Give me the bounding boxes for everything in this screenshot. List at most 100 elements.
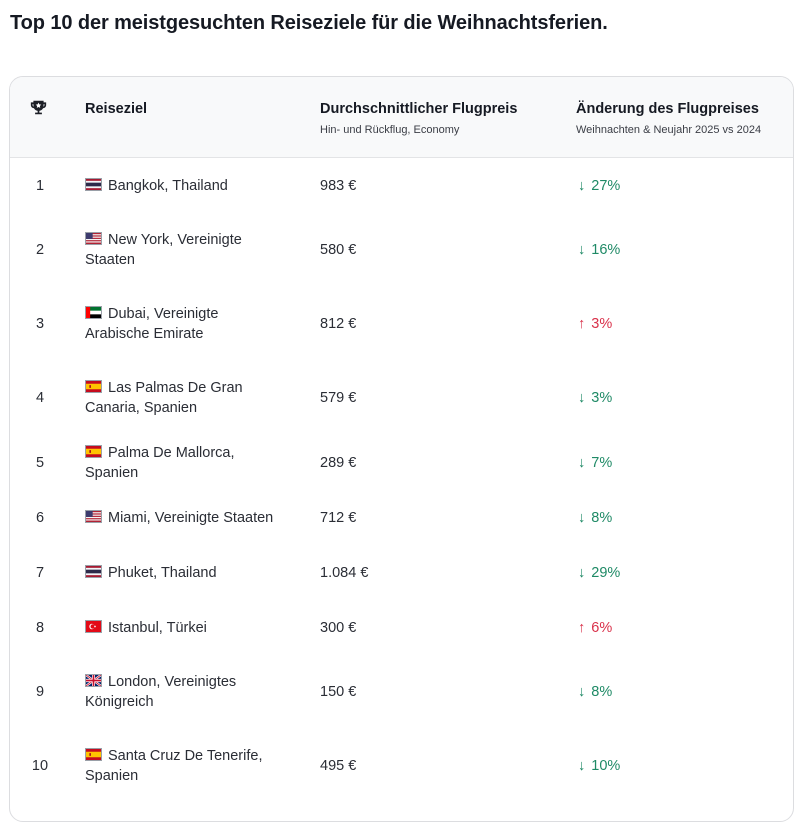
destination-name: London, Vereinigtes Königreich: [85, 674, 237, 710]
destination-name: Las Palmas De Gran Canaria, Spanien: [85, 380, 243, 416]
destination-cell: Phuket, Thailand: [85, 563, 285, 583]
price-change: ↓ 10%: [578, 756, 620, 776]
rank-number: 9: [35, 684, 45, 700]
spain-flag-icon: [85, 748, 102, 761]
price-change: ↓ 29%: [578, 563, 620, 583]
destination-name: Istanbul, Türkei: [108, 619, 207, 636]
arrow-up-icon: ↑: [578, 316, 586, 332]
price-change: ↓ 8%: [578, 682, 612, 702]
price-change-value: 27%: [591, 177, 621, 194]
price-change-value: 10%: [591, 758, 621, 774]
destination-cell: Dubai, Vereinigte Arabische Emirate: [85, 304, 285, 344]
price-change-value: 6%: [591, 619, 613, 636]
destination-cell: New York, Vereinigte Staaten: [85, 230, 285, 270]
spain-flag-icon: [85, 444, 102, 458]
average-price: 812 €: [320, 316, 357, 332]
table-body: 1 Bangkok, Thailand 983 € ↓ 27% 2 New Yor…: [10, 158, 793, 803]
column-sublabel-change: Weihnachten & Neujahr 2025 vs 2024: [576, 124, 762, 136]
turkey-flag-icon: [85, 619, 102, 633]
price-change: ↑ 3%: [578, 314, 612, 334]
average-price: 495 €: [320, 758, 357, 774]
rank-number: 10: [31, 758, 49, 774]
table-row-10: 10 Santa Cruz De Tenerife, Spanien 495 €…: [10, 729, 793, 803]
average-price: 1.084 €: [320, 564, 369, 581]
price-change: ↓ 16%: [578, 240, 620, 260]
column-header-destination: Reiseziel: [85, 100, 147, 118]
uk-flag-icon: [85, 674, 102, 687]
destination-name: Miami, Vereinigte Staaten: [108, 509, 274, 526]
thailand-flag-icon: [85, 177, 102, 191]
column-label-change: Änderung des Flugpreises: [576, 101, 759, 117]
rank-number: 8: [35, 619, 45, 636]
price-change-value: 8%: [591, 509, 613, 526]
destination-cell: Palma De Mallorca, Spanien: [85, 443, 285, 483]
rank-number: 4: [35, 390, 45, 406]
arrow-up-icon: ↑: [578, 619, 586, 636]
column-header-price: Durchschnittlicher Flugpreis Hin- und Rü…: [320, 100, 517, 137]
price-change: ↓ 27%: [578, 176, 620, 196]
rank-number: 7: [35, 564, 45, 581]
rank-number: 2: [35, 242, 45, 258]
arrow-down-icon: ↓: [578, 758, 586, 774]
destination-cell: Las Palmas De Gran Canaria, Spanien: [85, 378, 285, 418]
average-price: 289 €: [320, 454, 357, 471]
table-row-3: 3 Dubai, Vereinigte Arabische Emirate 81…: [10, 287, 793, 361]
table-row-2: 2 New York, Vereinigte Staaten 580 € ↓ 16…: [10, 213, 793, 287]
price-change: ↓ 3%: [578, 388, 612, 408]
rank-number: 3: [35, 316, 45, 332]
destination-cell: Bangkok, Thailand: [85, 176, 285, 196]
destination-cell: Santa Cruz De Tenerife, Spanien: [85, 746, 285, 786]
spain-flag-icon: [85, 380, 102, 393]
column-sublabel-price: Hin- und Rückflug, Economy: [320, 124, 460, 136]
rank-number: 1: [35, 177, 45, 194]
table-row-6: 6 Miami, Vereinigte Staaten 712 € ↓ 8%: [10, 490, 793, 545]
table-row-9: 9 London, Vereinigtes Königreich 150 € ↓…: [10, 655, 793, 729]
destination-name: Palma De Mallorca, Spanien: [85, 444, 235, 481]
thailand-flag-icon: [85, 564, 102, 578]
average-price: 580 €: [320, 242, 357, 258]
average-price: 150 €: [320, 684, 357, 700]
destination-name: Phuket, Thailand: [108, 564, 217, 581]
arrow-down-icon: ↓: [578, 177, 586, 194]
price-change-value: 29%: [591, 564, 621, 581]
arrow-down-icon: ↓: [578, 242, 586, 258]
average-price: 300 €: [320, 619, 357, 636]
table-row-4: 4 Las Palmas De Gran Canaria, Spanien 57…: [10, 361, 793, 435]
rank-number: 5: [35, 454, 45, 471]
table-header: Reiseziel Durchschnittlicher Flugpreis H…: [10, 77, 793, 158]
table-row-8: 8 Istanbul, Türkei 300 € ↑ 6%: [10, 600, 793, 655]
arrow-down-icon: ↓: [578, 564, 586, 581]
page-title: Top 10 der meistgesuchten Reiseziele für…: [10, 12, 608, 34]
destination-cell: Istanbul, Türkei: [85, 618, 285, 638]
table-row-7: 7 Phuket, Thailand 1.084 € ↓ 29%: [10, 545, 793, 600]
table-row-5: 5 Palma De Mallorca, Spanien 289 € ↓ 7%: [10, 435, 793, 490]
uae-flag-icon: [85, 306, 102, 319]
price-change: ↓ 8%: [578, 508, 612, 528]
price-change: ↑ 6%: [578, 618, 612, 638]
arrow-down-icon: ↓: [578, 684, 586, 700]
destination-name: Santa Cruz De Tenerife, Spanien: [85, 748, 263, 784]
column-header-change: Änderung des Flugpreises Weihnachten & N…: [576, 100, 761, 137]
arrow-down-icon: ↓: [578, 509, 586, 526]
column-label-destination: Reiseziel: [85, 101, 148, 117]
price-change-value: 3%: [591, 390, 613, 406]
price-change-value: 16%: [591, 242, 621, 258]
usa-flag-icon: [85, 232, 102, 245]
destination-name: New York, Vereinigte Staaten: [85, 232, 242, 268]
usa-flag-icon: [85, 509, 102, 523]
trophy-icon: [30, 99, 47, 116]
arrow-down-icon: ↓: [578, 454, 586, 471]
price-change-value: 7%: [591, 454, 613, 471]
destination-name: Bangkok, Thailand: [108, 177, 228, 194]
average-price: 579 €: [320, 390, 357, 406]
table-row-1: 1 Bangkok, Thailand 983 € ↓ 27%: [10, 158, 793, 213]
arrow-down-icon: ↓: [578, 390, 586, 406]
destination-cell: London, Vereinigtes Königreich: [85, 672, 285, 712]
price-change-value: 3%: [591, 316, 613, 332]
average-price: 983 €: [320, 177, 357, 194]
column-label-price: Durchschnittlicher Flugpreis: [320, 101, 518, 117]
destination-cell: Miami, Vereinigte Staaten: [85, 508, 285, 528]
price-change-value: 8%: [591, 684, 613, 700]
destination-name: Dubai, Vereinigte Arabische Emirate: [85, 306, 219, 342]
rank-number: 6: [35, 509, 45, 526]
